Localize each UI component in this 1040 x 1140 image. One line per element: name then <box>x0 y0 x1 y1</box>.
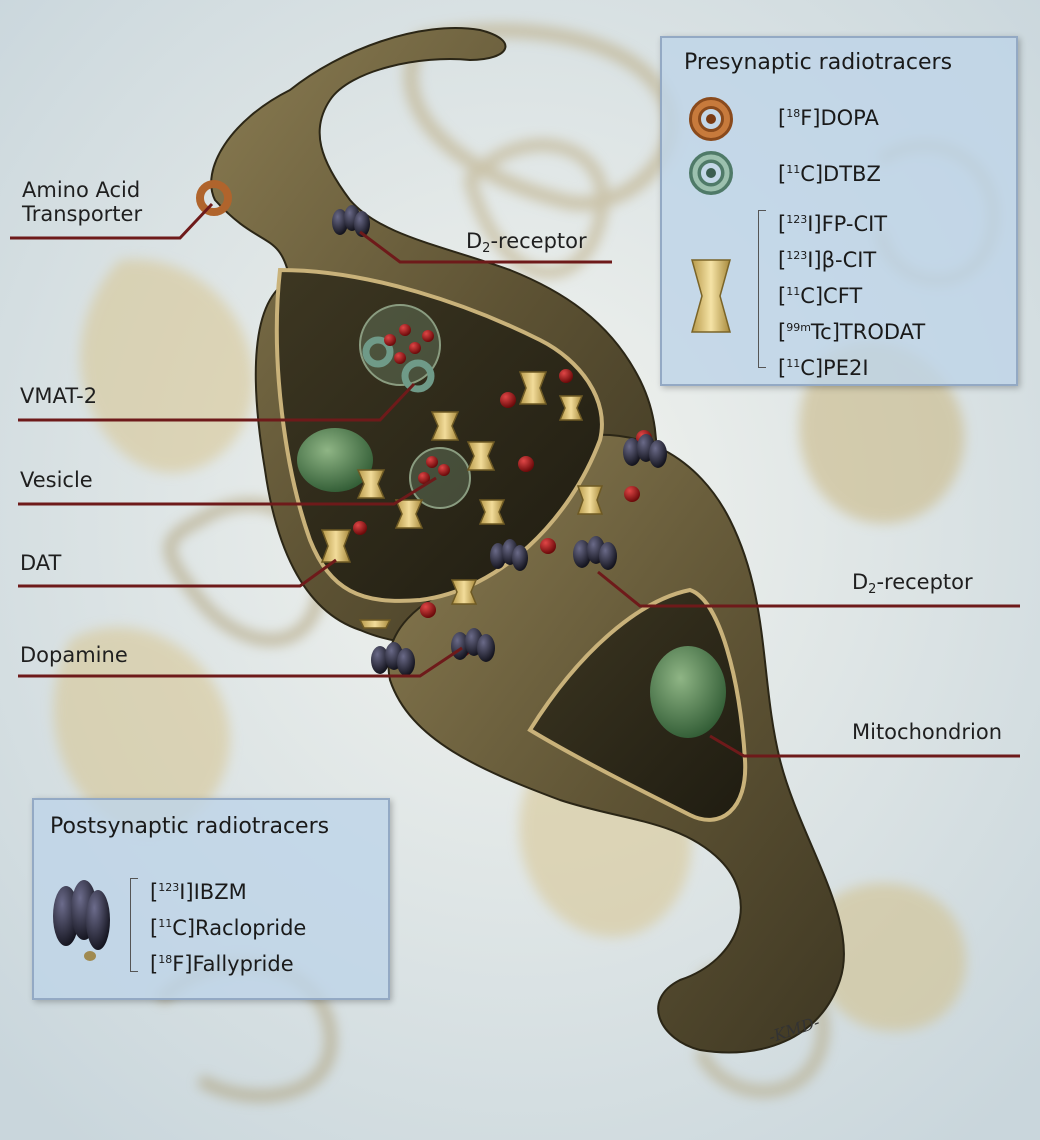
postsynaptic-tracer-3: [18F]Fallypride <box>150 952 294 976</box>
postsynaptic-legend: Postsynaptic radiotracers [123I]IBZM [11… <box>32 798 390 1000</box>
postsynaptic-tracer-2: [11C]Raclopride <box>150 916 307 940</box>
dat-label: DAT <box>20 551 62 575</box>
amino-acid-transporter-label: Amino Acid Transporter <box>22 178 143 226</box>
dopamine-label: Dopamine <box>20 643 128 667</box>
dat-tracer-4: [99mTc]TRODAT <box>778 320 926 344</box>
dat-tracer-3: [11C]CFT <box>778 284 863 308</box>
d2-receptor-right-label: D2-receptor <box>852 570 973 597</box>
mitochondrion-label: Mitochondrion <box>852 720 1003 744</box>
d2-receptor-icon <box>53 880 110 961</box>
dat-transporter-icon <box>691 259 731 333</box>
dat-tracer-list: [123I]FP-CIT [123I]β-CIT [11C]CFT [99mTc… <box>778 204 925 384</box>
dtbz-tracer: [11C]DTBZ <box>778 162 881 186</box>
postsynaptic-tracer-list: [123I]IBZM [11C]Raclopride [18F]Fallypri… <box>150 872 306 980</box>
dopa-ring-icon <box>689 97 733 141</box>
postsynaptic-title: Postsynaptic radiotracers <box>50 814 330 839</box>
postsynaptic-tracers-bracket <box>130 878 138 972</box>
dopa-tracer: [18F]DOPA <box>778 106 879 130</box>
d2-receptor-top-label: D2-receptor <box>466 229 587 256</box>
presynaptic-legend: Presynaptic radiotracers [18F]DOPA [11C]… <box>660 36 1018 386</box>
dat-tracer-5: [11C]PE2I <box>778 356 869 380</box>
presynaptic-title: Presynaptic radiotracers <box>684 50 953 75</box>
dat-tracer-1: [123I]FP-CIT <box>778 212 888 236</box>
dtbz-ring-icon <box>689 151 733 195</box>
vmat2-label: VMAT-2 <box>20 384 98 408</box>
vesicle-label: Vesicle <box>20 468 93 492</box>
dat-tracer-2: [123I]β-CIT <box>778 248 877 272</box>
dat-tracers-bracket <box>758 210 766 368</box>
postsynaptic-tracer-1: [123I]IBZM <box>150 880 247 904</box>
